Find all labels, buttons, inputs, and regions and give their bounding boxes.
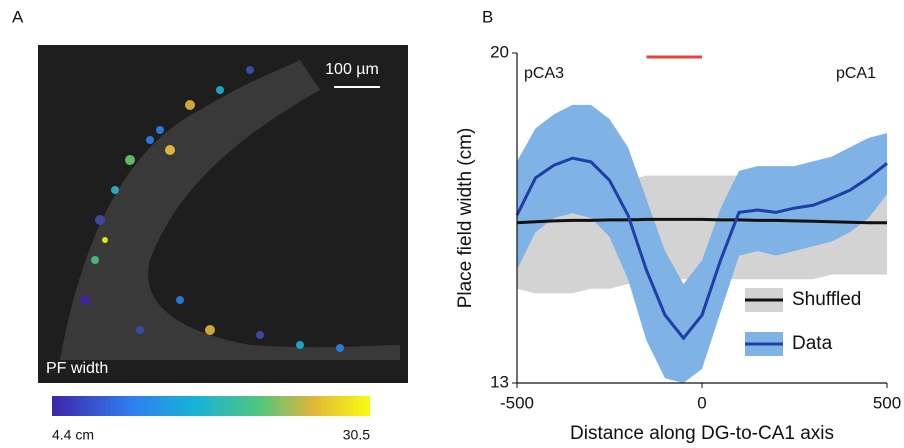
image <box>38 45 408 383</box>
y-tick-label: 20 <box>490 42 509 61</box>
panel-label: A <box>12 7 24 26</box>
colorbar-min: 4.4 cm <box>52 427 94 443</box>
colorbar <box>52 396 370 416</box>
image-texture <box>60 60 400 360</box>
mean-line <box>516 217 887 225</box>
panel-label: B <box>482 7 493 26</box>
legend-label: Data <box>792 333 833 354</box>
x-tick-label: 0 <box>697 393 706 412</box>
y-tick-label: 13 <box>490 372 509 391</box>
x-tick-label: 500 <box>873 393 901 412</box>
annotation: pCA1 <box>836 65 876 82</box>
image-label: PF width <box>46 360 108 377</box>
colorbar-max: 30.5 <box>343 427 370 443</box>
x-tick-label: -500 <box>500 393 534 412</box>
scale-bar-label: 100 µm <box>325 61 379 78</box>
confidence-band <box>517 104 887 383</box>
mean-line <box>515 156 888 341</box>
annotation: pCA3 <box>524 65 564 82</box>
x-axis-label: Distance along DG-to-CA1 axis <box>570 423 834 444</box>
legend-label: Shuffled <box>792 289 861 310</box>
y-axis-label: Place field width (cm) <box>455 128 476 309</box>
